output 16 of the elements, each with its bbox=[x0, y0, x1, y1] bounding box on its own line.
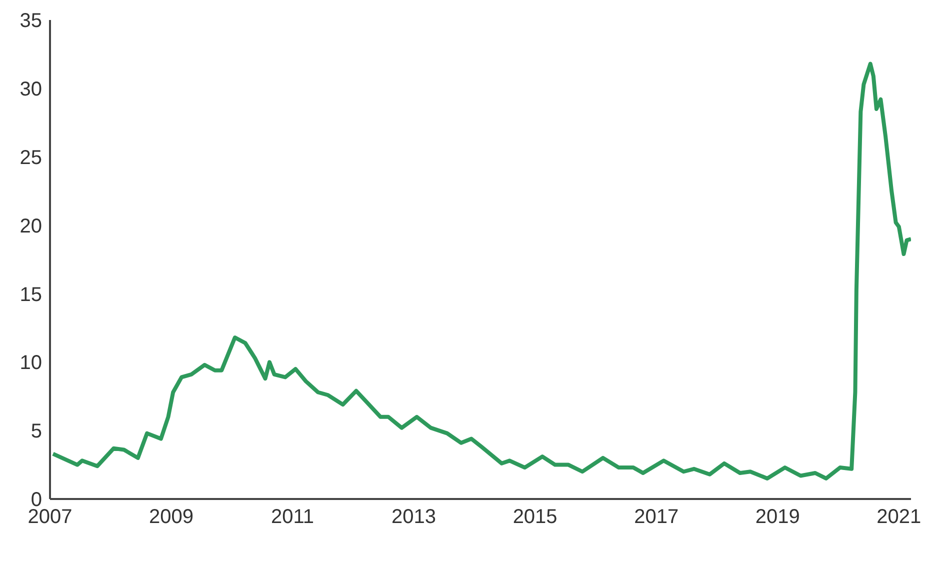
x-tick-label: 2019 bbox=[755, 506, 800, 528]
x-tick-label: 2015 bbox=[512, 506, 558, 528]
y-tick-label: 30 bbox=[20, 78, 42, 101]
y-tick-label: 35 bbox=[20, 10, 42, 32]
x-tick-label: 2009 bbox=[149, 506, 194, 528]
x-tick-label: 2011 bbox=[271, 506, 314, 528]
y-tick-label: 15 bbox=[20, 284, 42, 306]
y-tick-label: 5 bbox=[30, 420, 42, 443]
y-tick-label: 25 bbox=[20, 146, 42, 169]
line-series bbox=[51, 62, 911, 480]
y-tick-label: 20 bbox=[20, 215, 42, 238]
x-tick-label: 2013 bbox=[392, 506, 436, 528]
x-tick-label: 2017 bbox=[634, 506, 679, 528]
x-tick-label: 2021 bbox=[876, 506, 922, 528]
y-tick-label: 10 bbox=[20, 352, 42, 374]
x-tick-label: 2007 bbox=[28, 506, 72, 528]
